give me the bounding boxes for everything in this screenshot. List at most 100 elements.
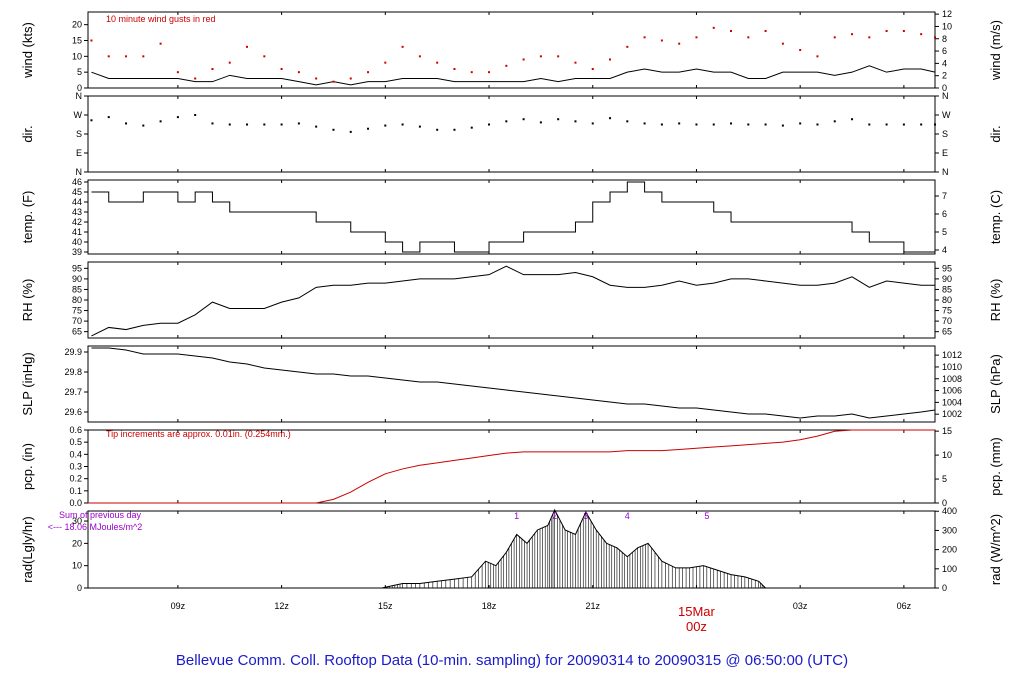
ytick-label-left-radiation: 30: [72, 516, 82, 526]
ytick-label-left-direction: N: [76, 91, 83, 101]
ytick-label-left-temperature: 39: [72, 247, 82, 257]
ylabel-right-radiation: rad (W/m^2): [988, 514, 1003, 585]
footer-title: Bellevue Comm. Coll. Rooftop Data (10-mi…: [175, 652, 849, 669]
wind-gust-point: [522, 58, 525, 61]
xtick-label: 12z: [274, 601, 289, 611]
wind-gust-point: [246, 45, 249, 48]
ytick-label-right-radiation: 0: [942, 583, 947, 593]
radiation-marker: 2: [552, 511, 557, 521]
ytick-label-right-humidity: 70: [942, 316, 952, 326]
panel-frame-precipitation: [87, 429, 936, 504]
ytick-label-left-pressure: 29.8: [64, 367, 82, 377]
ytick-label-left-precipitation: 0.0: [69, 498, 82, 508]
wind-gust-point: [436, 61, 439, 64]
ytick-label-left-humidity: 75: [72, 306, 82, 316]
direction-point: [816, 123, 819, 126]
ylabel-right-humidity: RH (%): [988, 279, 1003, 322]
wind-gust-point: [315, 77, 318, 80]
direction-point: [934, 123, 936, 126]
ytick-label-left-temperature: 40: [72, 237, 82, 247]
direction-point: [678, 122, 681, 125]
direction-point: [730, 122, 733, 125]
ytick-label-right-humidity: 95: [942, 263, 952, 273]
precipitation-line: [88, 429, 935, 504]
direction-point: [211, 122, 214, 125]
direction-point: [764, 123, 767, 126]
wind-gust-point: [470, 71, 473, 74]
ytick-label-right-temperature: 5: [942, 227, 947, 237]
wind-gust-point: [142, 55, 145, 58]
wind-gust-point: [263, 55, 266, 58]
direction-point: [90, 119, 93, 122]
ytick-label-left-direction: E: [76, 148, 82, 158]
ytick-label-right-direction: S: [942, 129, 948, 139]
ylabel-direction: dir.: [20, 125, 35, 142]
xtick-label: 06z: [897, 601, 912, 611]
ytick-label-right-wind: 6: [942, 46, 947, 56]
radiation-marker: 1: [514, 511, 519, 521]
ytick-label-left-precipitation: 0.1: [69, 486, 82, 496]
direction-point: [401, 123, 404, 126]
ytick-label-left-wind: 20: [72, 20, 82, 30]
wind-gust-point: [107, 55, 110, 58]
panel-frame-wind: [87, 11, 936, 89]
wind-gust-point: [488, 71, 491, 74]
ytick-label-right-direction: W: [942, 110, 951, 120]
ylabel-temperature: temp. (F): [20, 191, 35, 244]
radiation-marker: 5: [704, 511, 709, 521]
ytick-label-right-temperature: 4: [942, 245, 947, 255]
radiation-marker: 3: [583, 511, 588, 521]
ytick-label-left-precipitation: 0.2: [69, 474, 82, 484]
wind-gust-point: [211, 68, 214, 70]
wind-gust-point: [591, 68, 594, 70]
direction-point: [470, 126, 473, 129]
panel-frame-direction: [87, 95, 936, 173]
ylabel-radiation: rad(Lgly/hr): [20, 516, 35, 582]
temperature-line: [91, 181, 935, 253]
ylabel-right-precipitation: pcp. (mm): [988, 437, 1003, 496]
xtick-label: 09z: [171, 601, 186, 611]
ytick-label-left-precipitation: 0.4: [69, 449, 82, 459]
direction-point: [920, 123, 923, 126]
humidity-line: [91, 265, 935, 337]
ytick-label-right-humidity: 65: [942, 327, 952, 337]
ytick-label-right-precipitation: 0: [942, 498, 947, 508]
direction-point: [142, 124, 145, 127]
wind-gust-point: [159, 42, 162, 45]
wind-gust-point: [730, 30, 733, 32]
ytick-label-left-temperature: 43: [72, 207, 82, 217]
ylabel-right-temperature: temp. (C): [988, 190, 1003, 244]
ytick-label-left-humidity: 70: [72, 316, 82, 326]
ytick-label-left-radiation: 20: [72, 538, 82, 548]
wind-gust-point: [902, 30, 905, 32]
wind-gust-point: [280, 68, 283, 70]
wind-gust-point: [90, 39, 93, 42]
ytick-label-left-precipitation: 0.6: [69, 425, 82, 435]
ytick-label-right-pressure: 1010: [942, 362, 962, 372]
wind-gust-point: [332, 80, 335, 83]
pressure-line: [91, 347, 936, 419]
ytick-label-left-radiation: 10: [72, 561, 82, 571]
wind-gust-point: [574, 61, 577, 64]
direction-point: [280, 123, 283, 126]
wind-gust-point: [401, 45, 404, 48]
panel-frame-pressure: [87, 345, 936, 423]
ytick-label-right-radiation: 400: [942, 506, 957, 516]
wind-gust-point: [626, 45, 629, 48]
direction-point: [591, 122, 594, 125]
ytick-label-left-wind: 10: [72, 51, 82, 61]
wind-gust-point: [920, 33, 923, 36]
direction-point: [885, 123, 888, 126]
ytick-label-right-pressure: 1006: [942, 386, 962, 396]
ytick-label-right-precipitation: 15: [942, 426, 952, 436]
ytick-label-right-humidity: 75: [942, 306, 952, 316]
direction-point: [159, 120, 162, 123]
direction-point: [574, 120, 577, 123]
ytick-label-left-wind: 5: [77, 67, 82, 77]
ytick-label-right-direction: N: [942, 167, 949, 177]
wind-speed-line: [91, 65, 936, 86]
ytick-label-left-temperature: 46: [72, 177, 82, 187]
date-label: 15Mar: [678, 604, 716, 619]
direction-point: [332, 128, 335, 131]
